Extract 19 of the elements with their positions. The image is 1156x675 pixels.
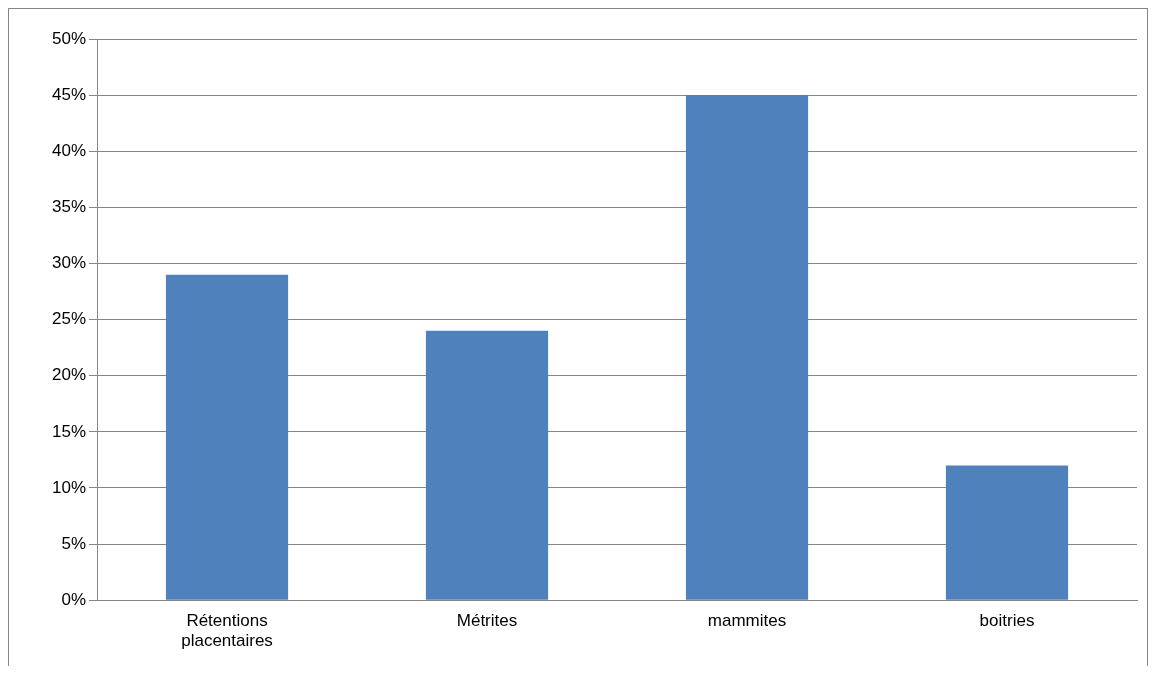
y-tick-label: 5% (61, 533, 87, 553)
bar (425, 330, 549, 600)
bar (685, 95, 809, 600)
x-tick-label: Rétentions placentaires (181, 611, 273, 651)
y-tick-label: 45% (51, 84, 87, 104)
y-tick-label: 35% (51, 197, 87, 217)
bar (945, 465, 1069, 600)
bar (165, 274, 289, 600)
y-tick-label: 15% (51, 421, 87, 441)
y-tick-label: 40% (51, 140, 87, 160)
y-tick-label: 0% (61, 589, 87, 609)
y-tick-label: 25% (51, 309, 87, 329)
x-tick-label: boitries (979, 611, 1035, 631)
y-tick-label: 30% (51, 253, 87, 273)
y-tick-label: 50% (51, 28, 87, 48)
y-tick-label: 20% (51, 365, 87, 385)
y-tick-label: 10% (51, 477, 87, 497)
x-tick-label: mammites (707, 611, 787, 631)
x-tick-label: Métrites (456, 611, 518, 631)
